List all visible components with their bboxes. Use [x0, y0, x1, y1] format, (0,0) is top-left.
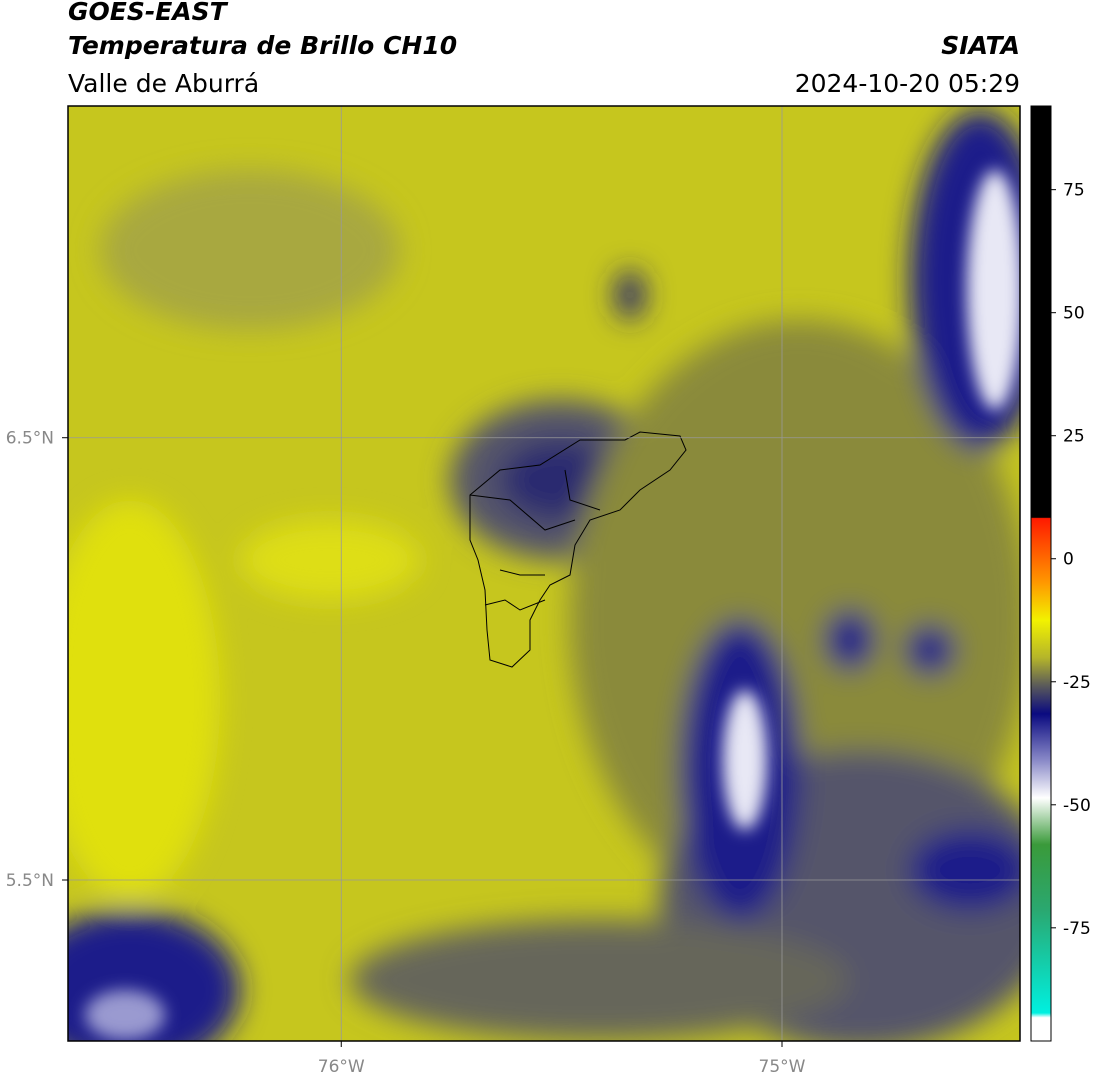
colorbar [1030, 105, 1052, 1042]
x-tick-label: 76°W [318, 1057, 365, 1077]
colorbar-tick-label: 0 [1063, 550, 1074, 570]
temperature-field [68, 106, 1020, 1041]
colorbar-tick-label: -50 [1063, 796, 1091, 816]
grid [68, 106, 1020, 1041]
map-frame [67, 105, 1021, 1042]
region: Valle de Aburrá [68, 69, 259, 98]
x-tick-label: 75°W [759, 1057, 806, 1077]
colorbar-tick-label: -75 [1063, 919, 1091, 939]
datetime: 2024-10-20 05:29 [795, 69, 1020, 98]
title: GOES-EAST [68, 0, 229, 26]
colorbar-tick-label: 50 [1063, 304, 1085, 324]
subtitle: Temperatura de Brillo CH10 [68, 31, 457, 60]
colorbar-tick-label: 75 [1063, 181, 1085, 201]
colorbar-tick-label: -25 [1063, 673, 1091, 693]
source: SIATA [941, 31, 1020, 60]
y-tick-label: 6.5°N [6, 429, 54, 449]
y-tick-label: 5.5°N [6, 871, 54, 891]
colorbar-tick-label: 25 [1063, 427, 1085, 447]
municipality-boundaries [469, 431, 687, 668]
